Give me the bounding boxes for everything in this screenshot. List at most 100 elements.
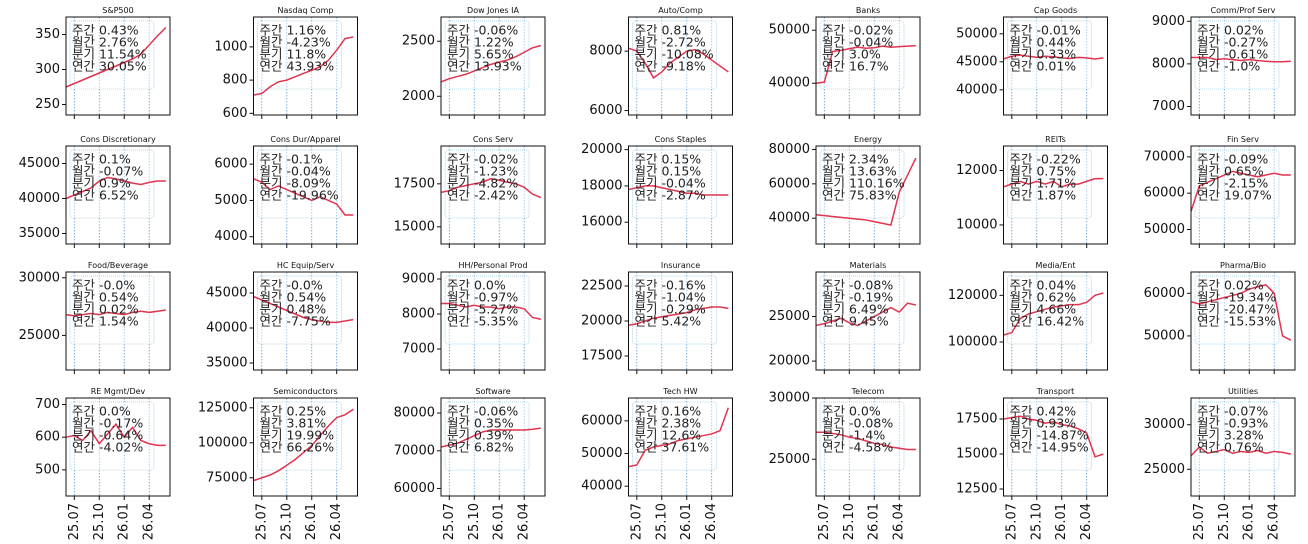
y-tick-label: 50000 <box>769 23 810 38</box>
y-tick-label: 600 <box>223 106 248 121</box>
x-tick-label: '25.07 <box>442 503 457 540</box>
annotation-line: 주간 -0.0% <box>260 278 323 293</box>
subplot-title: Cons Staples <box>655 135 707 144</box>
annotation-line: 분기 -0.64% <box>72 428 143 443</box>
annotation-box <box>69 275 155 345</box>
y-tick-label: 16000 <box>581 215 622 230</box>
y-tick-label: 20000 <box>581 314 622 329</box>
price-line <box>253 408 354 482</box>
annotation-line: 연간 66.26% <box>260 440 335 455</box>
annotation-box <box>1194 149 1280 219</box>
annotation-line: 분기 -0.04% <box>635 176 706 191</box>
annotation-box <box>1194 275 1280 345</box>
axes-frame <box>1190 145 1296 245</box>
annotation-line: 연간 0.76% <box>1197 440 1264 455</box>
axes-frame <box>1190 397 1296 497</box>
subplot-title: Comm/Prof Serv <box>1211 6 1276 15</box>
axes-frame <box>253 16 358 116</box>
axes-frame <box>815 271 921 371</box>
annotation-line: 월간 0.65% <box>1197 164 1264 179</box>
x-tick-label: '26.01 <box>1054 503 1069 540</box>
axes-frame <box>440 145 546 245</box>
annotation-line: 월간 -0.04% <box>260 164 331 179</box>
y-tick-label: 22500 <box>581 279 622 294</box>
annotation-line: 연간 13.93% <box>447 59 522 74</box>
annotation-line: 분기 0.9% <box>72 176 131 191</box>
annotation-line: 월간 1.22% <box>447 35 514 50</box>
annotation-box <box>1007 20 1092 90</box>
y-tick-label: 8000 <box>1152 56 1185 71</box>
price-line <box>815 44 916 84</box>
annotation-line: 주간 0.04% <box>1010 278 1077 293</box>
annotation-line: 분기 0.39% <box>447 428 514 443</box>
price-line <box>815 302 916 327</box>
annotation-line: 주간 -0.01% <box>1010 23 1081 38</box>
y-tick-label: 45000 <box>19 156 60 171</box>
annotation-box <box>819 401 905 471</box>
price-line <box>440 177 542 199</box>
annotation-line: 분기 1.71% <box>1010 176 1077 191</box>
y-tick-label: 12500 <box>956 482 997 497</box>
price-line <box>1190 170 1291 212</box>
annotation-box <box>444 275 530 345</box>
y-tick-label: 50000 <box>956 26 997 41</box>
price-line <box>440 44 542 83</box>
annotation-box <box>257 275 342 345</box>
y-tick-label: 7000 <box>1152 99 1185 114</box>
annotation-box <box>444 401 530 471</box>
price-line <box>628 47 729 79</box>
annotation-line: 주간 -0.1% <box>260 152 323 167</box>
price-line <box>1003 292 1104 336</box>
y-tick-label: 20000 <box>581 142 622 157</box>
x-tick-label: '25.07 <box>1192 503 1207 540</box>
x-tick-label: '26.01 <box>304 503 319 540</box>
x-tick-label: '25.10 <box>1029 503 1044 540</box>
annotation-line: 주간 -0.08% <box>822 278 893 293</box>
y-tick-label: 40000 <box>581 479 622 494</box>
annotation-line: 연간 -15.53% <box>1197 314 1276 329</box>
subplot-title: Pharma/Bio <box>1220 261 1266 270</box>
y-tick-label: 6000 <box>214 157 247 172</box>
annotation-line: 연간 -9.18% <box>635 59 706 74</box>
annotation-line: 월간 -1.04% <box>635 290 706 305</box>
subplot-title: Fin Serv <box>1227 135 1259 144</box>
price-line <box>1191 56 1291 63</box>
annotation-line: 분기 5.65% <box>447 47 514 62</box>
x-tick-label: '25.10 <box>1217 503 1232 540</box>
annotation-line: 연간 -7.75% <box>260 314 331 329</box>
y-tick-label: 75000 <box>206 470 247 485</box>
y-tick-label: 7000 <box>402 342 435 357</box>
annotation-line: 주간 0.0% <box>822 404 881 419</box>
price-line <box>815 157 917 226</box>
x-tick-label: '25.07 <box>817 503 832 540</box>
annotation-line: 분기 -10.08% <box>635 47 714 62</box>
annotation-line: 연간 0.01% <box>1010 59 1077 74</box>
x-tick-label: '26.01 <box>492 503 507 540</box>
x-tick-label: '26.04 <box>704 503 719 540</box>
axes-frame <box>65 16 171 116</box>
annotation-line: 분기 -4.82% <box>447 176 518 191</box>
annotation-line: 분기 4.66% <box>1010 302 1077 317</box>
y-tick-label: 40000 <box>769 211 810 226</box>
annotation-line: 분기 6.49% <box>822 302 889 317</box>
subplot-title: REITs <box>1045 135 1066 144</box>
annotation-line: 연간 -2.87% <box>635 188 706 203</box>
annotation-line: 분기 12.6% <box>635 428 702 443</box>
annotation-line: 분기 3.28% <box>1197 428 1264 443</box>
annotation-line: 주간 0.02% <box>1197 23 1264 38</box>
axes-frame <box>628 397 733 497</box>
annotation-line: 분기 11.8% <box>260 47 327 62</box>
annotation-line: 주간 -0.16% <box>635 278 706 293</box>
annotation-line: 분기 -1.4% <box>822 428 885 443</box>
subplot-title: Energy <box>854 135 882 144</box>
y-tick-label: 40000 <box>769 76 810 91</box>
y-tick-label: 100000 <box>948 335 998 350</box>
y-tick-label: 35000 <box>19 226 60 241</box>
y-tick-label: 50000 <box>1144 222 1185 237</box>
x-tick-label: '25.10 <box>92 503 107 540</box>
axes-frame <box>815 397 921 497</box>
y-tick-label: 40000 <box>19 191 60 206</box>
y-tick-label: 30000 <box>19 270 60 285</box>
annotation-line: 월간 2.76% <box>72 35 139 50</box>
y-tick-label: 70000 <box>394 443 435 458</box>
